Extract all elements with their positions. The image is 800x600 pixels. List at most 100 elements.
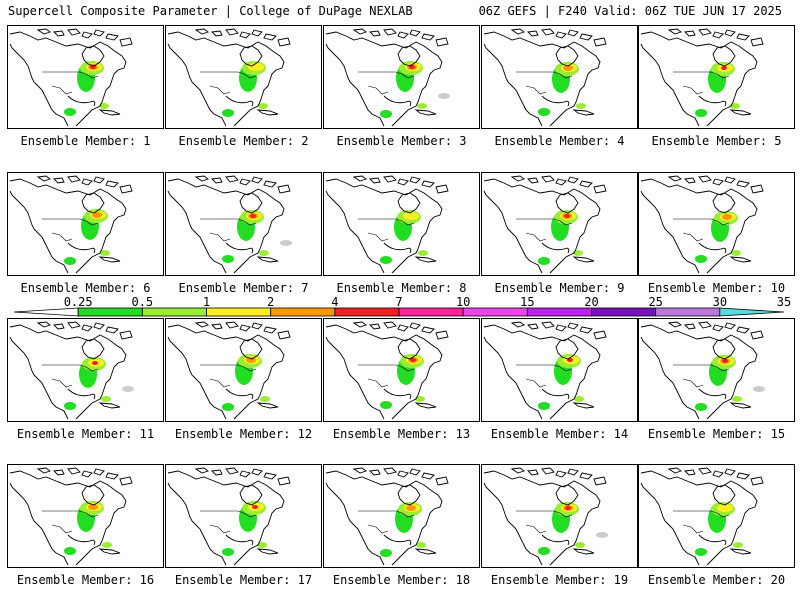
coastline-layer [640, 321, 764, 420]
color-scale-bar: 0.25 0.5 1 2 4 7 10 15 20 25 30 35 [13, 296, 791, 317]
parameter-contour [733, 542, 743, 548]
ensemble-member-label: Ensemble Member: 6 [20, 281, 151, 295]
parameter-contour [92, 361, 98, 365]
map-title: Supercell Composite Parameter | College … [8, 4, 413, 18]
ensemble-member-label: Ensemble Member: 7 [178, 281, 309, 295]
parameter-contour [538, 257, 550, 265]
parameter-contour [731, 250, 741, 256]
parameter-contour [415, 396, 425, 402]
coastline-layer [167, 467, 291, 566]
scale-swatch [13, 307, 79, 317]
scale-swatch [398, 307, 464, 317]
coastline-layer [9, 467, 133, 566]
ensemble-member-map [7, 464, 164, 568]
ensemble-member-map [481, 318, 638, 422]
ensemble-member-map [7, 172, 164, 276]
scale-tick-label: 0.5 [131, 296, 153, 309]
coastline-layer [9, 321, 133, 420]
parameter-contour [102, 542, 112, 548]
north-america-map [483, 321, 607, 420]
ensemble-member-label: Ensemble Member: 15 [647, 427, 786, 441]
parameter-contour [416, 542, 426, 548]
ensemble-member-map [481, 172, 638, 276]
parameter-contour [258, 103, 268, 109]
ensemble-member-label: Ensemble Member: 16 [16, 573, 155, 587]
parameter-contour [88, 504, 98, 510]
parameter-contour [573, 250, 583, 256]
ensemble-member-map [165, 25, 322, 129]
ensemble-member-label: Ensemble Member: 19 [490, 573, 629, 587]
parameter-contour [252, 505, 258, 509]
parameter-contour [100, 250, 110, 256]
parameter-contour [99, 103, 109, 109]
coastline-layer [483, 175, 607, 274]
parameter-contour [538, 547, 550, 555]
parameter-contour [722, 359, 728, 363]
ensemble-member-map [638, 25, 795, 129]
parameter-contour [380, 401, 392, 409]
parameter-contour [753, 386, 765, 392]
parameter-contour [92, 212, 102, 218]
ensemble-member-map [323, 464, 480, 568]
parameter-contour [564, 214, 570, 218]
coastline-layer [167, 321, 291, 420]
ensemble-member-label: Ensemble Member: 12 [174, 427, 313, 441]
north-america-map [640, 28, 764, 127]
parameter-contour [722, 214, 732, 220]
scale-swatch [591, 307, 657, 317]
scale-swatch [206, 307, 272, 317]
ensemble-member-label: Ensemble Member: 1 [20, 134, 151, 148]
parameter-contour [406, 505, 416, 511]
parameter-contour [380, 256, 392, 264]
parameter-contour [222, 548, 234, 556]
north-america-map [325, 467, 449, 566]
coastline-layer [325, 467, 449, 566]
north-america-map [167, 175, 292, 274]
parameter-contour [257, 542, 267, 548]
north-america-map [483, 467, 608, 566]
parameter-contour [721, 66, 727, 70]
ensemble-member-label: Ensemble Member: 3 [336, 134, 467, 148]
scale-tick-label: 10 [456, 296, 470, 309]
ensemble-member-label: Ensemble Member: 14 [490, 427, 629, 441]
ensemble-member-map [323, 25, 480, 129]
coastline-layer [640, 467, 764, 566]
north-america-map [640, 175, 764, 274]
parameter-contour [64, 402, 76, 410]
parameter-contour [222, 403, 234, 411]
north-america-map [9, 175, 133, 274]
scale-swatch [719, 307, 785, 317]
coastline-layer [325, 321, 449, 420]
parameter-contour [538, 402, 550, 410]
ensemble-member-map [165, 172, 322, 276]
coastline-layer [9, 175, 133, 274]
parameter-contour [222, 109, 234, 117]
ensemble-member-map [638, 318, 795, 422]
north-america-map [483, 175, 607, 274]
scale-tick-label: 20 [584, 296, 598, 309]
north-america-map [640, 321, 765, 420]
parameter-contour [122, 386, 134, 392]
parameter-contour [695, 109, 707, 117]
scale-swatch [526, 307, 592, 317]
scale-tick-label: 30 [713, 296, 727, 309]
scale-tick-label: 2 [267, 296, 274, 309]
scale-tick-label: 4 [331, 296, 338, 309]
ensemble-member-label: Ensemble Member: 13 [332, 427, 471, 441]
north-america-map [9, 321, 134, 420]
parameter-contour [565, 506, 571, 510]
ensemble-member-label: Ensemble Member: 17 [174, 573, 313, 587]
north-america-map [640, 467, 764, 566]
ensemble-member-map [638, 172, 795, 276]
scale-swatch [462, 307, 528, 317]
ensemble-member-map [165, 464, 322, 568]
ensemble-member-map [323, 172, 480, 276]
parameter-contour [417, 103, 427, 109]
parameter-contour [438, 93, 450, 99]
ensemble-member-map [165, 318, 322, 422]
parameter-contour [538, 108, 550, 116]
scale-tick-label: 25 [648, 296, 662, 309]
scale-tick-label: 1 [203, 296, 210, 309]
scale-tick-label: 15 [520, 296, 534, 309]
parameter-contour [248, 63, 264, 71]
